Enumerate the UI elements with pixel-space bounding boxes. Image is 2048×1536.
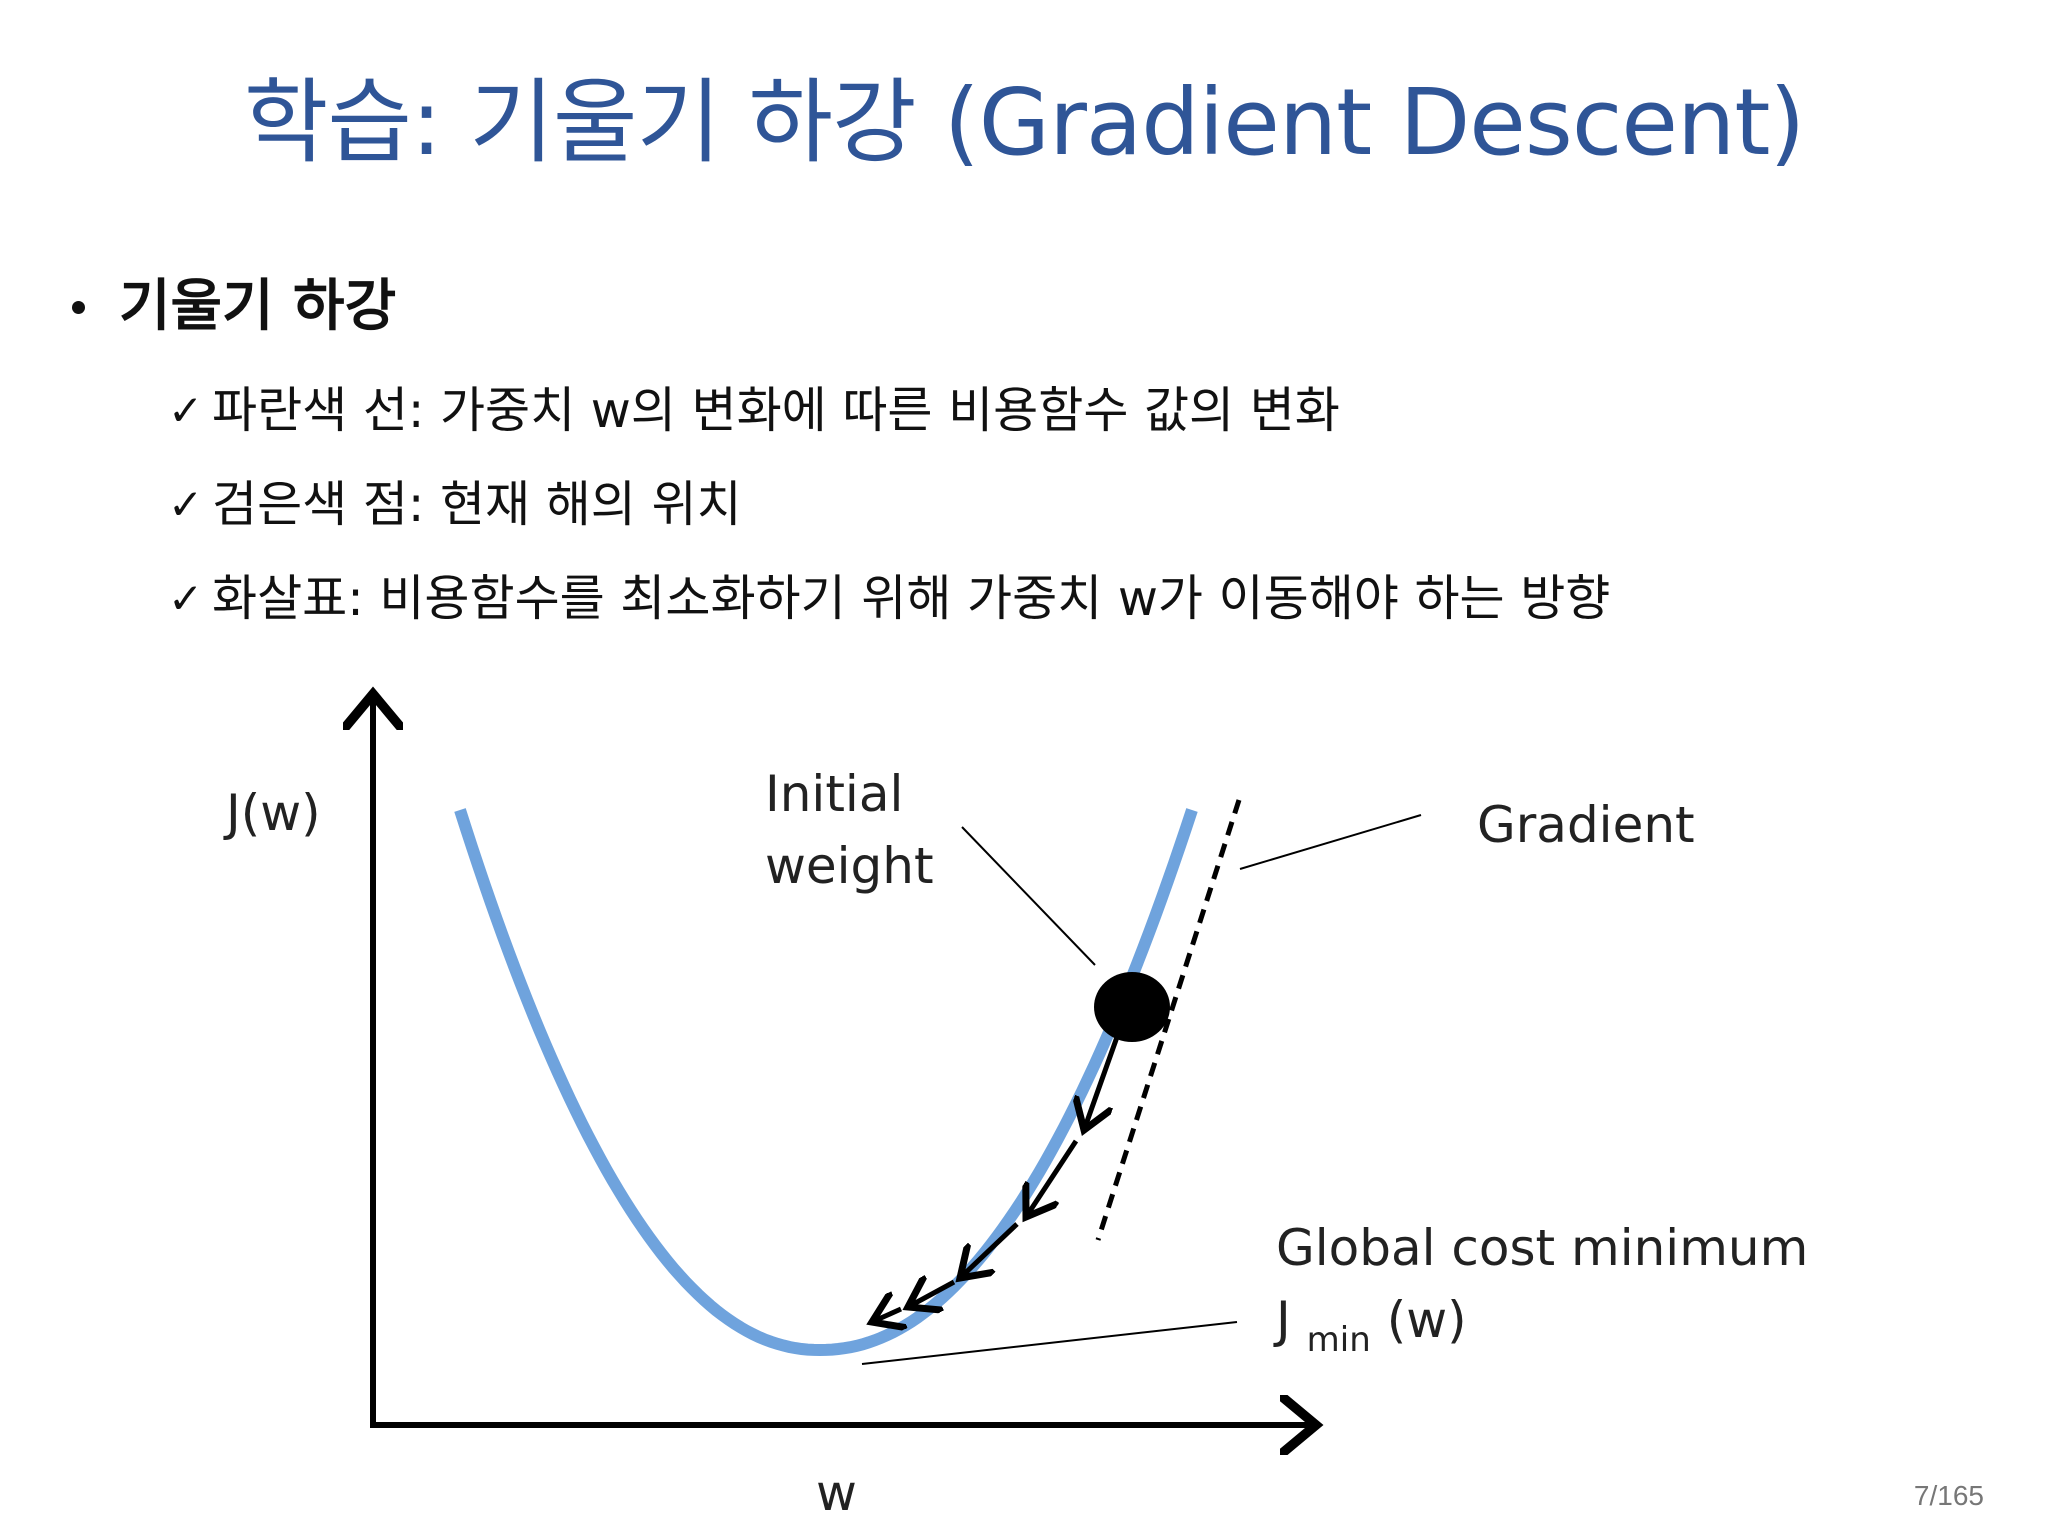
bullet-main-text: 기울기 하강 [119, 274, 397, 339]
x-axis-label: w [816, 1464, 857, 1522]
bullet-list: 기울기 하강 ✓ 파란색 선: 가중치 w의 변화에 따른 비용함수 값의 변화… [66, 262, 1610, 646]
sub-bullet-item: ✓ 검은색 점: 현재 해의 위치 [168, 458, 1610, 552]
initial-weight-label-line2: weight [765, 837, 934, 895]
check-icon: ✓ [168, 574, 204, 623]
jmin-subscript: min [1307, 1320, 1371, 1360]
check-icon: ✓ [168, 480, 204, 529]
initial-weight-leader-line [961, 826, 1096, 966]
sub-bullet-item: ✓ 파란색 선: 가중치 w의 변화에 따른 비용함수 값의 변화 [168, 364, 1610, 458]
initial-weight-label-line1: Initial [765, 765, 903, 823]
global-min-leader-line [861, 1321, 1238, 1365]
jmin-argument: (w) [1387, 1291, 1467, 1349]
cost-curve [454, 808, 1198, 1357]
sub-bullet-text: 검은색 점: 현재 해의 위치 [212, 476, 742, 533]
slide-title: 학습: 기울기 하강 (Gradient Descent) [243, 69, 1806, 176]
descent-arrow [1026, 1139, 1079, 1217]
initial-weight-point [1094, 972, 1170, 1042]
sub-bullet-text: 파란색 선: 가중치 w의 변화에 따른 비용함수 값의 변화 [212, 382, 1340, 439]
sub-bullet-list: ✓ 파란색 선: 가중치 w의 변화에 따른 비용함수 값의 변화 ✓ 검은색 … [168, 364, 1610, 646]
check-icon: ✓ [168, 386, 204, 435]
global-min-label: Global cost minimum [1276, 1219, 1808, 1277]
descent-arrow [960, 1222, 1019, 1278]
descent-arrow [872, 1309, 901, 1322]
bullet-main: 기울기 하강 [66, 262, 1610, 352]
sub-bullet-text: 화살표: 비용함수를 최소화하기 위해 가중치 w가 이동해야 하는 방향 [212, 570, 1611, 627]
descent-arrow [908, 1282, 956, 1307]
gradient-tangent-line [1095, 799, 1242, 1241]
descent-arrow [1084, 1036, 1120, 1130]
page-number: 7/165 [1913, 1480, 1984, 1511]
gradient-label: Gradient [1477, 796, 1695, 854]
bullet-dot-icon [72, 300, 85, 314]
gradient-leader-line [1239, 814, 1422, 870]
jmin-label: J min (w) [1273, 1291, 1467, 1363]
sub-bullet-item: ✓ 화살표: 비용함수를 최소화하기 위해 가중치 w가 이동해야 하는 방향 [168, 552, 1610, 646]
jmin-main: J [1273, 1291, 1291, 1349]
y-axis-label: J(w) [223, 784, 321, 842]
